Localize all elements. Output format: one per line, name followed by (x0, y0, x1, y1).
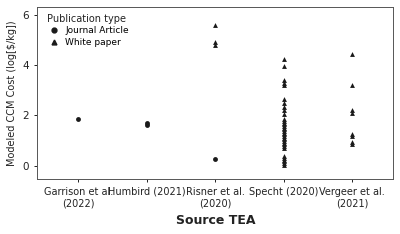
Point (280, 163, 287, 167)
Point (280, 129, 287, 133)
Point (280, 136, 287, 139)
Point (280, 101, 287, 105)
Point (280, 97, 287, 101)
Point (280, 158, 287, 161)
Point (212, 40, 218, 44)
Point (349, 111, 355, 115)
Point (349, 140, 355, 144)
Point (280, 160, 287, 163)
Point (280, 154, 287, 158)
Point (280, 119, 287, 123)
Point (280, 134, 287, 138)
Point (144, 123, 150, 127)
Point (280, 126, 287, 129)
Point (349, 52, 355, 55)
Point (280, 117, 287, 121)
Point (280, 83, 287, 87)
Point (349, 83, 355, 87)
Point (144, 121, 150, 124)
Point (280, 105, 287, 109)
Point (212, 23, 218, 26)
Point (280, 124, 287, 128)
Point (280, 121, 287, 124)
Point (280, 81, 287, 84)
Point (349, 132, 355, 135)
Point (280, 122, 287, 126)
Point (280, 146, 287, 150)
X-axis label: Source TEA: Source TEA (176, 214, 255, 227)
Point (280, 64, 287, 68)
Point (280, 132, 287, 136)
Point (349, 143, 355, 146)
Y-axis label: Modeled CCM Cost (log[$/kg]): Modeled CCM Cost (log[$/kg]) (7, 20, 17, 166)
Point (212, 44, 218, 47)
Point (280, 128, 287, 131)
Legend: Journal Article, White paper: Journal Article, White paper (42, 11, 132, 49)
Point (280, 112, 287, 116)
Point (212, 157, 218, 161)
Point (349, 134, 355, 138)
Point (280, 57, 287, 61)
Point (280, 144, 287, 148)
Point (280, 131, 287, 135)
Point (349, 109, 355, 112)
Point (280, 139, 287, 143)
Point (280, 161, 287, 165)
Point (75, 117, 82, 121)
Point (280, 141, 287, 145)
Point (280, 109, 287, 112)
Point (280, 137, 287, 141)
Point (280, 156, 287, 160)
Point (280, 78, 287, 82)
Point (280, 143, 287, 146)
